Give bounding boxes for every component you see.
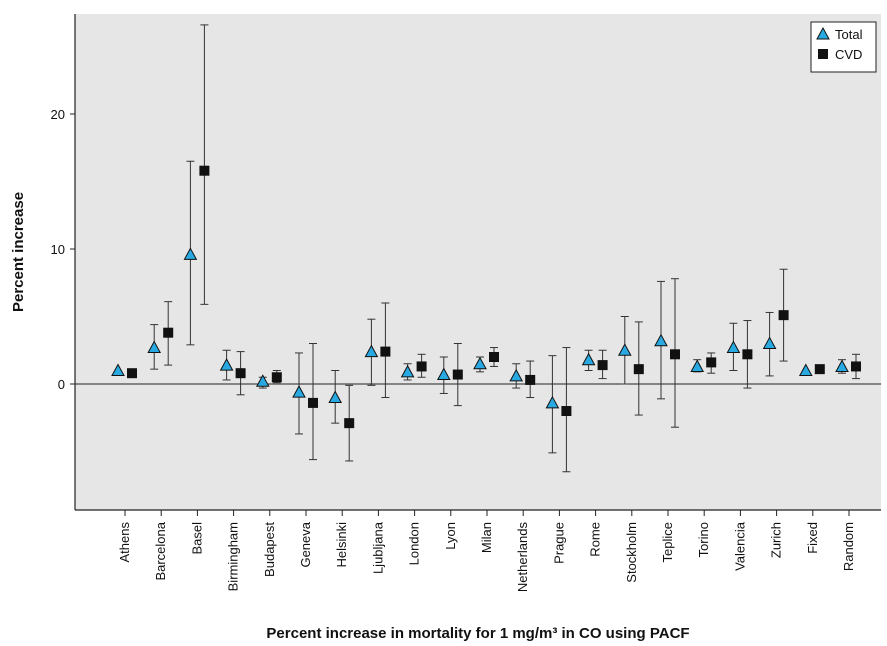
- total-marker: [509, 368, 524, 382]
- total-marker: [545, 395, 560, 409]
- cvd-marker: [706, 357, 717, 368]
- x-axis-title: Percent increase in mortality for 1 mg/m…: [266, 625, 689, 642]
- total-marker: [219, 358, 234, 371]
- cvd-marker: [271, 372, 282, 383]
- cvd-marker: [344, 418, 355, 429]
- x-tick-label: Ljubljana: [370, 521, 385, 574]
- cvd-marker: [452, 369, 463, 380]
- x-tick-label: Rome: [588, 522, 603, 557]
- cvd-marker: [416, 361, 427, 372]
- x-tick-label: Fixed: [805, 522, 820, 554]
- legend-box: [810, 21, 877, 73]
- total-marker: [617, 343, 632, 356]
- total-marker: [147, 340, 162, 354]
- legend-label: CVD: [835, 47, 862, 62]
- cvd-marker: [308, 397, 318, 408]
- y-axis-title: Percent increase: [10, 192, 27, 312]
- total-marker: [835, 359, 849, 372]
- x-tick-label: Stockholm: [624, 522, 639, 583]
- total-marker: [111, 363, 125, 376]
- y-tick-label: 0: [58, 377, 65, 392]
- total-marker: [328, 390, 343, 403]
- legend: Total CVD: [810, 21, 877, 73]
- x-tick-label: Teplice: [660, 522, 675, 562]
- total-marker: [473, 356, 487, 370]
- data-markers: [111, 165, 861, 429]
- x-tick-label: Birmingham: [226, 522, 241, 591]
- y-tick-label: 10: [51, 242, 65, 257]
- total-marker: [292, 385, 306, 398]
- x-tick-label: Zurich: [769, 522, 784, 558]
- cvd-marker: [235, 368, 246, 379]
- legend-label: Total: [835, 27, 863, 42]
- x-tick-label: Budapest: [262, 522, 277, 577]
- x-tick-label: Milan: [479, 522, 494, 553]
- cvd-marker: [670, 349, 680, 360]
- total-marker: [581, 352, 596, 366]
- total-marker: [255, 374, 270, 387]
- cvd-marker: [163, 327, 174, 338]
- y-tick-label: 20: [51, 107, 65, 122]
- total-marker: [798, 363, 813, 376]
- x-tick-label: Random: [841, 522, 856, 571]
- cvd-marker: [633, 364, 644, 375]
- cvd-marker: [778, 310, 789, 321]
- total-marker: [183, 247, 198, 260]
- y-axis: 0 10 20: [51, 14, 76, 510]
- total-marker: [400, 364, 415, 378]
- x-tick-label: Netherlands: [515, 522, 530, 593]
- cvd-marker: [851, 361, 861, 372]
- cvd-marker: [199, 165, 210, 176]
- x-tick-label: Lyon: [443, 522, 458, 550]
- total-marker: [762, 336, 777, 349]
- cvd-marker: [489, 352, 499, 362]
- cvd-marker: [525, 374, 536, 385]
- total-marker: [436, 367, 451, 381]
- legend-cvd-icon: [818, 49, 828, 59]
- cvd-marker: [742, 349, 753, 360]
- plot-area: [75, 14, 881, 510]
- x-tick-label: Athens: [117, 522, 132, 563]
- total-marker: [690, 359, 705, 372]
- x-tick-label: Valencia: [732, 521, 747, 571]
- x-tick-label: Torino: [696, 522, 711, 557]
- cvd-marker: [380, 346, 391, 357]
- total-marker: [654, 333, 668, 347]
- cvd-marker: [127, 368, 137, 379]
- x-tick-label: Basel: [189, 522, 204, 555]
- legend-total-icon: [816, 26, 830, 40]
- cvd-marker: [814, 364, 825, 375]
- x-tick-label: Geneva: [298, 521, 313, 567]
- x-tick-label: Helsinki: [334, 522, 349, 568]
- total-marker: [726, 340, 741, 354]
- cvd-marker: [597, 360, 608, 371]
- cvd-marker: [561, 406, 572, 416]
- x-tick-label: London: [407, 522, 422, 565]
- x-tick-label: Prague: [551, 522, 566, 564]
- x-tick-label: Barcelona: [153, 521, 168, 580]
- x-axis: Athens Barcelona Basel Birmingham Budapest Ge…: [75, 509, 881, 593]
- total-marker: [364, 344, 379, 358]
